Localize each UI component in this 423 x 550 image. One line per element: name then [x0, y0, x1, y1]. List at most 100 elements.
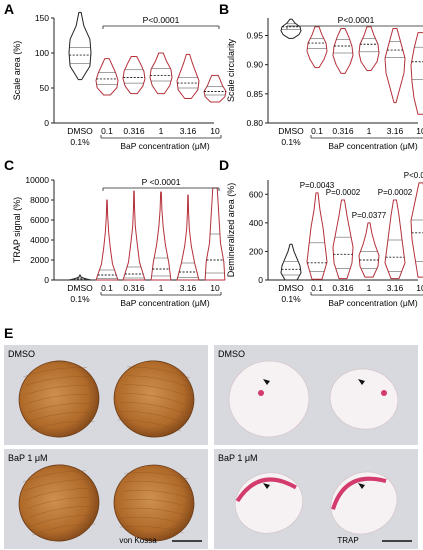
- trap-stain: [381, 390, 387, 396]
- tile-condition-label: BaP 1 μM: [218, 453, 258, 463]
- violin-4: [384, 199, 406, 280]
- fish-scale: [234, 472, 304, 534]
- violin-2: [332, 199, 354, 280]
- x-axis-label: BaP concentration (μM): [120, 141, 209, 151]
- chart-panel-d: 0 200 400 600 Demineralized area (%) DMSO0.1%…: [226, 171, 423, 308]
- violin-0: [68, 11, 92, 81]
- y-tick-label: 8000: [30, 195, 49, 205]
- trap-stain: [258, 390, 264, 396]
- y-tick-label: 150: [35, 13, 49, 23]
- scale-ridge: [125, 375, 189, 388]
- fish-scale: [18, 464, 100, 542]
- stain-caption: TRAP: [337, 536, 358, 545]
- arrowhead-icon: [358, 379, 365, 385]
- x-tick-label-control: DMSO: [278, 126, 304, 136]
- y-axis-label: TRAP signal (%): [12, 197, 22, 263]
- x-tick-label: 0.1: [101, 126, 113, 136]
- tile-condition-label: DMSO: [218, 349, 245, 359]
- p-value-annotation: P=0.0377: [352, 211, 387, 220]
- x-tick-label: 10: [210, 283, 220, 293]
- y-axis-label: Scale circularity: [226, 38, 236, 102]
- violin-4: [384, 28, 406, 104]
- y-tick-label: 10000: [25, 175, 49, 185]
- x-tick-label-control: DMSO: [278, 283, 304, 293]
- y-tick-label: 0.80: [246, 118, 263, 128]
- scale-ridge: [23, 367, 87, 377]
- tile-condition-label: DMSO: [8, 349, 35, 359]
- x-tick-label: 1: [367, 283, 372, 293]
- micrograph-tile-1: DMSO: [214, 345, 418, 445]
- fish-scale: [228, 360, 310, 438]
- scale-ridge: [117, 419, 181, 432]
- micrograph-tile-2: BaP 1 μM von Kossa: [4, 449, 208, 549]
- fish-scale: [18, 360, 100, 438]
- x-tick-label: 3.16: [387, 283, 404, 293]
- x-tick-label: 1: [159, 126, 164, 136]
- y-tick-label: 200: [249, 246, 263, 256]
- y-tick-label: 2000: [30, 255, 49, 265]
- x-tick-label: 10: [210, 126, 220, 136]
- x-tick-label: 0.316: [332, 283, 354, 293]
- scale-ridge: [121, 508, 186, 515]
- violin-5: [410, 32, 423, 115]
- scale-ridge: [28, 506, 93, 518]
- scale-ridge: [32, 523, 96, 536]
- y-axis-label: Scale area (%): [12, 41, 22, 101]
- scale-ridge: [119, 410, 183, 423]
- fish-scale: [113, 360, 195, 438]
- p-value-annotation: P<0.0001: [143, 15, 180, 25]
- x-tick-label: 0.1: [101, 283, 113, 293]
- scale-ridge: [127, 366, 191, 379]
- x-tick-label: 0.316: [123, 126, 145, 136]
- x-tick-label: 3.16: [180, 283, 197, 293]
- y-tick-label: 400: [249, 218, 263, 228]
- y-tick-label: 6000: [30, 215, 49, 225]
- y-tick-label: 0: [44, 118, 49, 128]
- x-tick-label-control-sub: 0.1%: [281, 294, 301, 304]
- fish-scale: [113, 464, 195, 542]
- panel-c-letter: C: [4, 157, 14, 173]
- y-tick-label: 600: [249, 189, 263, 199]
- p-value-annotation: P=0.0002: [378, 188, 413, 197]
- x-tick-label: 3.16: [180, 126, 197, 136]
- y-tick-label: 50: [40, 83, 50, 93]
- y-tick-label: 0: [44, 275, 49, 285]
- y-tick-label: 0: [258, 275, 263, 285]
- p-value-annotation: P <0.0001: [142, 177, 181, 187]
- scale-ridge: [119, 526, 184, 533]
- x-axis-label: BaP concentration (μM): [328, 141, 417, 151]
- p-value-annotation: P<0.0001: [338, 15, 375, 25]
- scale-ridge: [30, 514, 94, 527]
- x-tick-label: 0.1: [311, 283, 323, 293]
- x-tick-label: 10: [416, 126, 423, 136]
- panel-b-letter: B: [219, 1, 229, 17]
- x-tick-label: 0.1: [311, 126, 323, 136]
- x-tick-label: 3.16: [387, 126, 404, 136]
- scale-ridge: [24, 376, 89, 386]
- violin-5: [410, 182, 423, 278]
- y-tick-label: 0.95: [246, 31, 263, 41]
- p-value-annotation: P=0.0002: [326, 188, 361, 197]
- micrograph-tile-0: DMSO: [4, 345, 208, 445]
- violin-3: [150, 191, 172, 281]
- violin-0: [68, 274, 92, 281]
- scale-ridge: [123, 481, 188, 489]
- stain-caption: von Kossa: [119, 536, 157, 545]
- violin-5: [203, 74, 227, 103]
- scale-ridge: [120, 402, 185, 414]
- x-tick-label-control-sub: 0.1%: [281, 137, 301, 147]
- arrowhead-icon: [263, 379, 270, 385]
- violin-3: [358, 222, 380, 278]
- violin-1: [95, 58, 119, 96]
- violin-2: [122, 56, 146, 95]
- panel-a-letter: A: [4, 1, 14, 17]
- scale-ridge: [122, 499, 186, 507]
- scale-ridge: [122, 490, 187, 498]
- violin-0: [280, 243, 302, 281]
- violin-2: [122, 190, 146, 281]
- scale-ridge: [29, 411, 94, 422]
- y-tick-label: 0.90: [246, 60, 263, 70]
- violin-3: [358, 26, 380, 71]
- scale-ridge: [124, 472, 189, 480]
